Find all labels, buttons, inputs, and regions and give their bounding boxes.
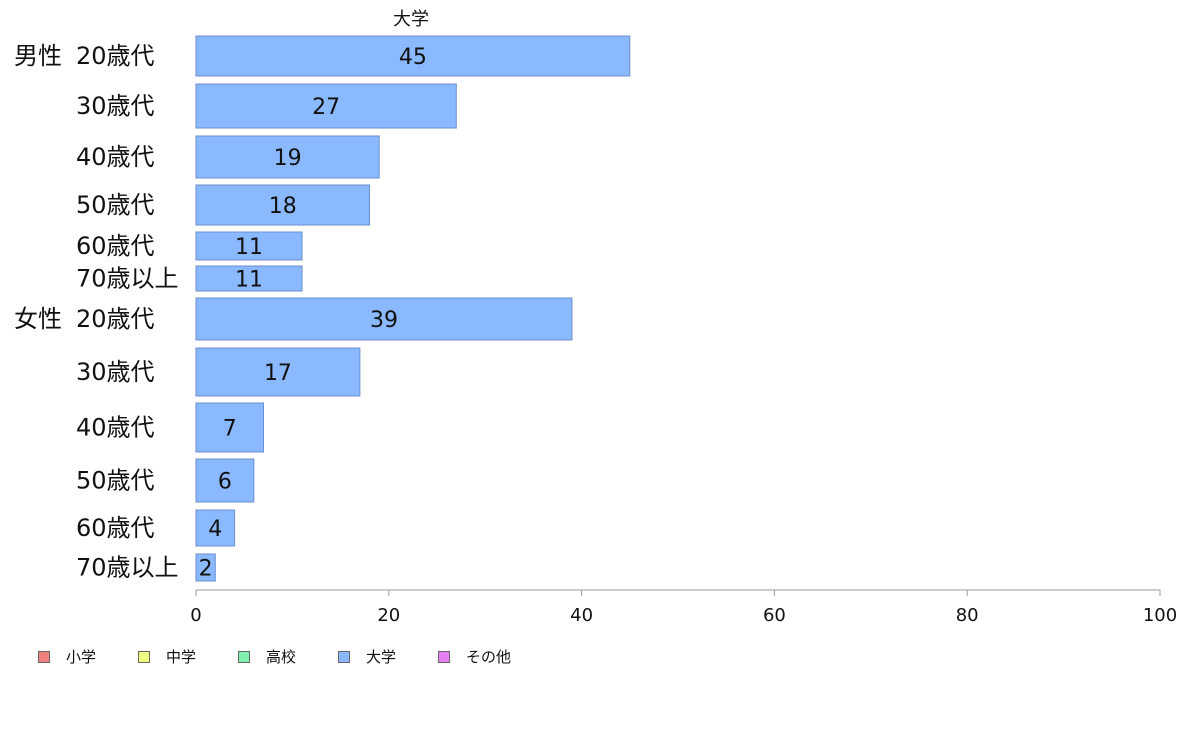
legend-label: その他	[466, 648, 512, 666]
legend: 小学 中学 高校 大学 その他	[38, 646, 538, 667]
category-label: 60歳代	[76, 232, 155, 260]
x-tick-label: 0	[190, 605, 201, 626]
legend-item-university[interactable]: 大学	[338, 646, 438, 667]
bar[interactable]	[195, 553, 216, 582]
bar-value-label: 19	[274, 146, 302, 171]
legend-item-junior-high[interactable]: 中学	[138, 646, 238, 667]
bar[interactable]	[195, 509, 236, 547]
legend-item-elementary[interactable]: 小学	[38, 646, 138, 667]
category-label: 20歳代	[76, 42, 155, 70]
category-label: 30歳代	[76, 92, 155, 120]
legend-swatch	[238, 650, 250, 663]
legend-item-other[interactable]: その他	[438, 646, 538, 667]
bar[interactable]	[195, 231, 303, 261]
legend-swatch	[138, 650, 150, 663]
bar-value-label: 6	[218, 470, 232, 495]
bar[interactable]	[195, 83, 457, 129]
bar-value-label: 4	[208, 517, 222, 542]
bar-value-label: 39	[370, 308, 398, 333]
category-label: 60歳代	[76, 514, 155, 542]
bar-value-label: 2	[199, 557, 213, 582]
chart-title: 大学	[393, 9, 429, 30]
bar[interactable]	[195, 35, 631, 77]
bar-value-label: 11	[235, 235, 263, 260]
category-label: 40歳代	[76, 414, 155, 442]
category-label: 70歳以上	[76, 554, 179, 582]
bar[interactable]	[195, 265, 303, 292]
x-tick-label: 40	[570, 605, 593, 626]
x-tick-label: 80	[956, 605, 979, 626]
bar-value-label: 7	[223, 417, 237, 442]
bar-value-label: 45	[399, 45, 427, 70]
x-tick-label: 100	[1143, 605, 1177, 626]
bar-value-label: 27	[312, 95, 340, 120]
x-tick-label: 60	[763, 605, 786, 626]
category-label: 50歳代	[76, 467, 155, 495]
legend-label: 大学	[366, 648, 397, 666]
x-tick-label: 20	[377, 605, 400, 626]
legend-label: 高校	[266, 648, 297, 666]
category-label: 40歳代	[76, 143, 155, 171]
bar[interactable]	[195, 297, 573, 341]
category-label: 70歳以上	[76, 265, 179, 293]
category-label: 50歳代	[76, 191, 155, 219]
bar[interactable]	[195, 347, 361, 397]
group-label: 女性	[14, 305, 62, 333]
bar[interactable]	[195, 184, 371, 226]
group-label: 男性	[14, 42, 62, 70]
legend-swatch	[438, 650, 450, 663]
legend-item-high-school[interactable]: 高校	[238, 646, 338, 667]
bar-value-label: 18	[269, 194, 297, 219]
bar-value-label: 11	[235, 268, 263, 293]
legend-label: 中学	[166, 648, 197, 666]
bar-value-label: 17	[264, 361, 292, 386]
bar[interactable]	[195, 402, 264, 453]
bar[interactable]	[195, 458, 255, 503]
legend-swatch	[338, 650, 350, 663]
bar-chart: 大学 4520歳代男性2730歳代1940歳代1850歳代1160歳代1170歳…	[14, 9, 1177, 626]
legend-swatch	[38, 650, 50, 663]
category-label: 30歳代	[76, 358, 155, 386]
bar[interactable]	[195, 135, 380, 179]
legend-label: 小学	[66, 648, 97, 666]
category-label: 20歳代	[76, 305, 155, 333]
